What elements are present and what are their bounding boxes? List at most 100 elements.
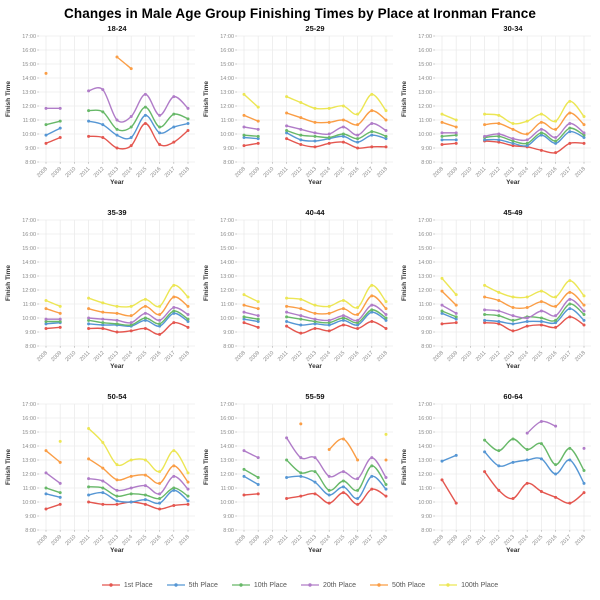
y-tick-label: 10:00 [22,316,36,322]
x-tick-label: 2016 [150,350,163,363]
y-tick-label: 12:00 [418,472,432,478]
legend-item-20th-place: 20th Place [300,581,356,589]
y-tick-label: 9:00 [421,330,432,336]
x-tick-label: 2013 [305,534,318,547]
subplot-title: 60-64 [503,392,523,401]
y-tick-label: 12:00 [220,104,234,110]
legend-label: 50th Place [392,581,426,589]
subplot-title: 40-44 [305,208,325,217]
x-axis-title: Year [110,547,124,554]
x-tick-label: 2008 [432,166,445,179]
series-20th-place [44,87,190,123]
x-tick-label: 2015 [333,534,346,547]
y-tick-label: 16:00 [22,232,36,238]
y-tick-label: 10:00 [220,132,234,138]
y-tick-label: 14:00 [418,76,432,82]
series-50th-place [44,55,133,75]
y-tick-label: 10:00 [220,500,234,506]
series-100th-place [384,432,388,436]
x-tick-label: 2015 [333,166,346,179]
subplot-canvas-18-24: 8:00 9:00 10:00 11:00 12:00 13:00 14:00 15:00 16… [5,24,195,186]
series-1st-place [440,139,586,155]
y-tick-label: 10:00 [220,316,234,322]
y-tick-label: 8:00 [223,160,234,166]
y-tick-label: 14:00 [22,76,36,82]
x-tick-label: 2015 [135,166,148,179]
x-tick-label: 2008 [234,166,247,179]
x-axis-title: Year [308,547,322,554]
y-tick-label: 11:00 [23,302,36,308]
x-tick-label: 2009 [446,534,459,547]
series-1st-place [44,321,190,336]
subplot-canvas-25-29: 8:00 9:00 10:00 11:00 12:00 13:00 14:00 15:00 16… [203,24,393,186]
legend-item-1st-place: 1st Place [101,581,153,589]
subplot-45-49: 8:00 9:00 10:00 11:00 12:00 13:00 14:00 15:00 16… [399,206,597,390]
y-axis-title: Finish Time [5,81,12,117]
y-tick-label: 13:00 [22,90,36,96]
y-axis-title: Finish Time [401,449,408,485]
series-50th-place [440,289,586,310]
legend-key-icon [101,583,120,587]
y-tick-label: 11:00 [23,118,36,124]
subplot-title: 18-24 [107,24,127,33]
x-tick-label: 2016 [546,166,559,179]
x-tick-label: 2017 [362,534,375,547]
series-20th-place [440,122,586,142]
x-tick-label: 2018 [574,166,587,179]
x-tick-label: 2015 [135,534,148,547]
x-tick-label: 2014 [517,534,530,547]
series-10th-place [44,105,190,132]
legend-item-5th-place: 5th Place [166,581,218,589]
y-axis-title: Finish Time [401,81,408,117]
y-tick-label: 9:00 [223,514,234,520]
y-tick-label: 14:00 [22,260,36,266]
series-1st-place [44,122,190,150]
y-tick-label: 14:00 [22,444,36,450]
x-tick-label: 2009 [50,350,63,363]
series-100th-place [242,283,388,309]
x-tick-label: 2008 [234,350,247,363]
y-tick-label: 12:00 [22,104,36,110]
y-tick-label: 10:00 [418,316,432,322]
y-tick-label: 9:00 [421,146,432,152]
y-tick-label: 17:00 [22,218,36,224]
y-axis-title: Finish Time [5,265,12,301]
legend-item-100th-place: 100th Place [439,581,498,589]
y-tick-label: 17:00 [418,34,432,40]
y-tick-label: 9:00 [25,146,36,152]
y-tick-label: 16:00 [22,48,36,54]
subplot-60-64: 8:00 9:00 10:00 11:00 12:00 13:00 14:00 15:00 16… [399,390,597,574]
x-tick-label: 2018 [574,534,587,547]
y-tick-label: 16:00 [418,48,432,54]
x-tick-label: 2009 [248,350,261,363]
subplot-canvas-40-44: 8:00 9:00 10:00 11:00 12:00 13:00 14:00 15:00 16… [203,208,393,370]
series-5th-place [440,130,586,148]
x-tick-label: 2018 [376,350,389,363]
x-tick-label: 2013 [107,534,120,547]
series-50th-place [242,109,388,127]
subplot-35-39: 8:00 9:00 10:00 11:00 12:00 13:00 14:00 15:00 16… [3,206,201,390]
x-axis-title: Year [506,547,520,554]
x-tick-label: 2012 [489,166,502,179]
y-tick-label: 14:00 [220,444,234,450]
y-tick-label: 17:00 [220,218,234,224]
x-tick-label: 2010 [460,350,473,363]
series-1st-place [242,137,388,150]
y-tick-label: 11:00 [221,302,234,308]
series-10th-place [242,308,388,325]
x-tick-label: 2008 [36,534,49,547]
y-tick-label: 15:00 [418,430,432,436]
series-100th-place [58,427,190,475]
legend-key-icon [231,583,250,587]
x-tick-label: 2017 [560,534,573,547]
y-tick-label: 13:00 [418,90,432,96]
subplot-25-29: 8:00 9:00 10:00 11:00 12:00 13:00 14:00 15:00 16… [201,22,399,206]
subplot-title: 55-59 [305,392,324,401]
series-20th-place [242,303,388,322]
x-tick-label: 2008 [36,350,49,363]
y-tick-label: 17:00 [220,34,234,40]
subplot-title: 50-54 [107,392,127,401]
subplot-canvas-55-59: 8:00 9:00 10:00 11:00 12:00 13:00 14:00 15:00 16… [203,392,393,554]
subplot-title: 35-39 [107,208,126,217]
